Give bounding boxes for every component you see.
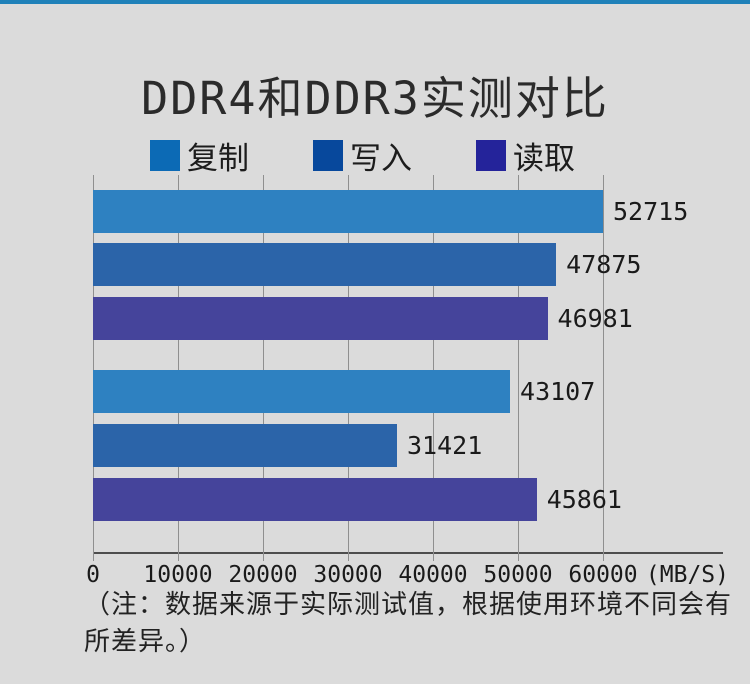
top-accent-strip: [0, 0, 750, 4]
legend-item-write: 写入: [313, 133, 412, 178]
bar-value-label: 45861: [546, 485, 622, 514]
x-axis-tick: 30000: [313, 562, 383, 588]
bar-write-group1: 47875: [93, 243, 641, 286]
gridline: [518, 175, 519, 561]
legend-swatch-copy: [150, 140, 180, 171]
axis-unit-label: (MB/S): [645, 562, 729, 588]
gridline: [263, 175, 264, 561]
bar-value-label: 47875: [566, 250, 642, 279]
plot-area: 52715 47875 46981 43107 31421 45861 0 100…: [86, 175, 729, 588]
x-axis-tick: 40000: [398, 562, 468, 588]
bar-value-label: 52715: [613, 197, 689, 226]
bar-value-label: 31421: [406, 431, 483, 460]
bar-copy-group1: 52715: [93, 190, 688, 233]
legend-label-read: 读取: [513, 141, 575, 177]
gridline: [433, 175, 434, 561]
footnote: （注：数据来源于实际测试值，根据使用环境不同会有所差异。）: [84, 590, 733, 657]
x-axis-tick: 0: [86, 562, 100, 588]
chart-title: DDR4和DDR3实测对比: [141, 72, 609, 125]
x-axis-tick: 50000: [483, 562, 553, 588]
gridline: [178, 175, 179, 561]
legend-item-read: 读取: [476, 133, 575, 178]
gridline: [348, 175, 349, 561]
legend-label-write: 写入: [350, 141, 412, 177]
x-axis-tick: 10000: [143, 562, 213, 588]
legend-swatch-read: [476, 140, 506, 171]
x-axis-tick: 20000: [228, 562, 298, 588]
gridline: [603, 175, 604, 561]
bar-value-label: 46981: [557, 304, 633, 333]
bar-value-label: 43107: [520, 377, 596, 406]
legend-label-copy: 复制: [187, 141, 249, 177]
bar-read-group1: 46981: [93, 297, 633, 340]
gridline: [93, 175, 94, 561]
bar-read-group2: 45861: [93, 478, 622, 521]
legend-item-copy: 复制: [150, 133, 249, 178]
legend-swatch-write: [313, 140, 343, 171]
bar-copy-group2: 43107: [93, 370, 595, 413]
bar-write-group2: 31421: [93, 424, 482, 467]
chart-legend: 复制 写入 读取: [150, 133, 575, 178]
x-axis-tick: 60000: [568, 562, 638, 588]
